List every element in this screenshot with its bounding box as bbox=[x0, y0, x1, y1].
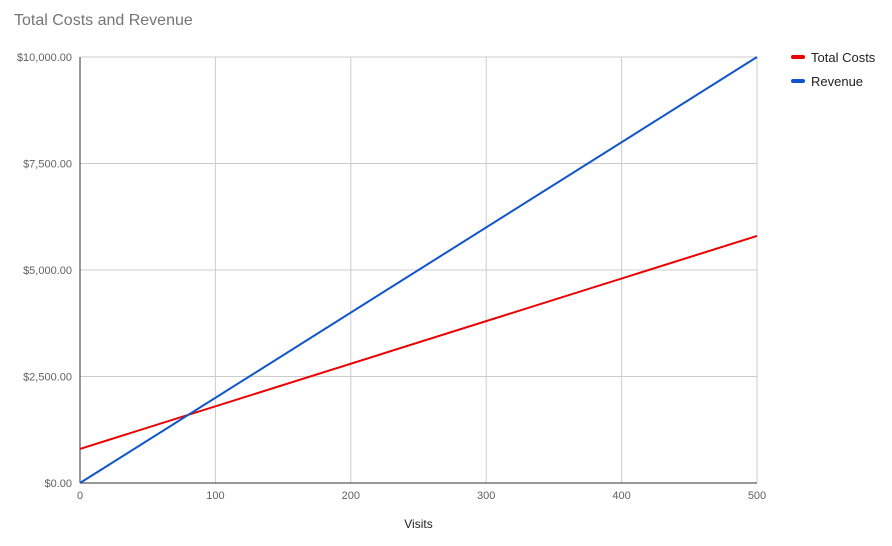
series-line-total-costs bbox=[79, 234, 758, 450]
y-tick-label: $7,500.00 bbox=[23, 159, 72, 171]
chart-title: Total Costs and Revenue bbox=[14, 12, 193, 29]
x-tick-label: 100 bbox=[206, 490, 224, 502]
x-tick-label: 200 bbox=[342, 490, 360, 502]
y-tick-label: $5,000.00 bbox=[23, 265, 72, 277]
series-line-revenue bbox=[79, 56, 758, 484]
series-lines bbox=[79, 56, 758, 484]
legend-label: Total Costs bbox=[811, 50, 876, 65]
y-axis-tick-labels: $0.00 $2,500.00 $5,000.00 $7,500.00 $10,000.… bbox=[17, 52, 72, 490]
x-axis-title: Visits bbox=[404, 517, 432, 531]
legend: Total Costs Revenue bbox=[791, 50, 876, 89]
y-tick-label: $0.00 bbox=[44, 478, 72, 490]
axes bbox=[79, 57, 757, 484]
y-tick-label: $2,500.00 bbox=[23, 372, 72, 384]
x-tick-label: 300 bbox=[477, 490, 495, 502]
x-tick-label: 0 bbox=[77, 490, 83, 502]
y-tick-label: $10,000.00 bbox=[17, 52, 72, 64]
x-tick-label: 500 bbox=[748, 490, 766, 502]
legend-label: Revenue bbox=[811, 74, 863, 89]
x-axis-tick-labels: 0 100 200 300 400 500 bbox=[77, 490, 766, 502]
x-tick-label: 400 bbox=[612, 490, 630, 502]
